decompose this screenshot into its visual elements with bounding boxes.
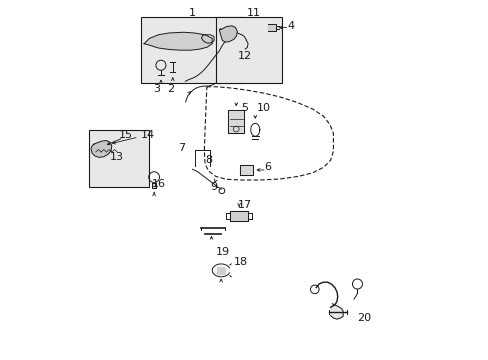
Text: 4: 4 <box>287 21 294 31</box>
Polygon shape <box>239 165 253 175</box>
Text: 16: 16 <box>151 179 165 189</box>
Polygon shape <box>152 183 156 188</box>
Text: 8: 8 <box>204 155 212 165</box>
Polygon shape <box>91 140 112 157</box>
Text: 6: 6 <box>264 162 271 172</box>
Text: 13: 13 <box>110 152 124 162</box>
Text: 5: 5 <box>241 103 247 113</box>
Text: 12: 12 <box>237 51 251 61</box>
Text: 17: 17 <box>237 200 251 210</box>
Text: 11: 11 <box>246 8 260 18</box>
Text: 18: 18 <box>233 257 247 267</box>
Polygon shape <box>144 32 212 50</box>
Bar <box>88 130 149 187</box>
Text: 15: 15 <box>119 130 133 140</box>
Text: 20: 20 <box>357 313 371 323</box>
Text: 3: 3 <box>153 84 160 94</box>
Text: 1: 1 <box>189 8 196 18</box>
Text: 19: 19 <box>216 247 229 257</box>
Text: 7: 7 <box>178 143 185 153</box>
Polygon shape <box>217 267 225 274</box>
Polygon shape <box>267 24 275 31</box>
Text: 10: 10 <box>257 103 271 113</box>
Bar <box>140 17 244 83</box>
Text: 14: 14 <box>141 130 154 140</box>
Text: 2: 2 <box>167 84 174 94</box>
Polygon shape <box>330 304 343 319</box>
Bar <box>215 17 282 83</box>
Polygon shape <box>219 26 237 42</box>
Polygon shape <box>230 211 247 221</box>
Polygon shape <box>228 110 244 134</box>
Text: 9: 9 <box>210 182 217 192</box>
